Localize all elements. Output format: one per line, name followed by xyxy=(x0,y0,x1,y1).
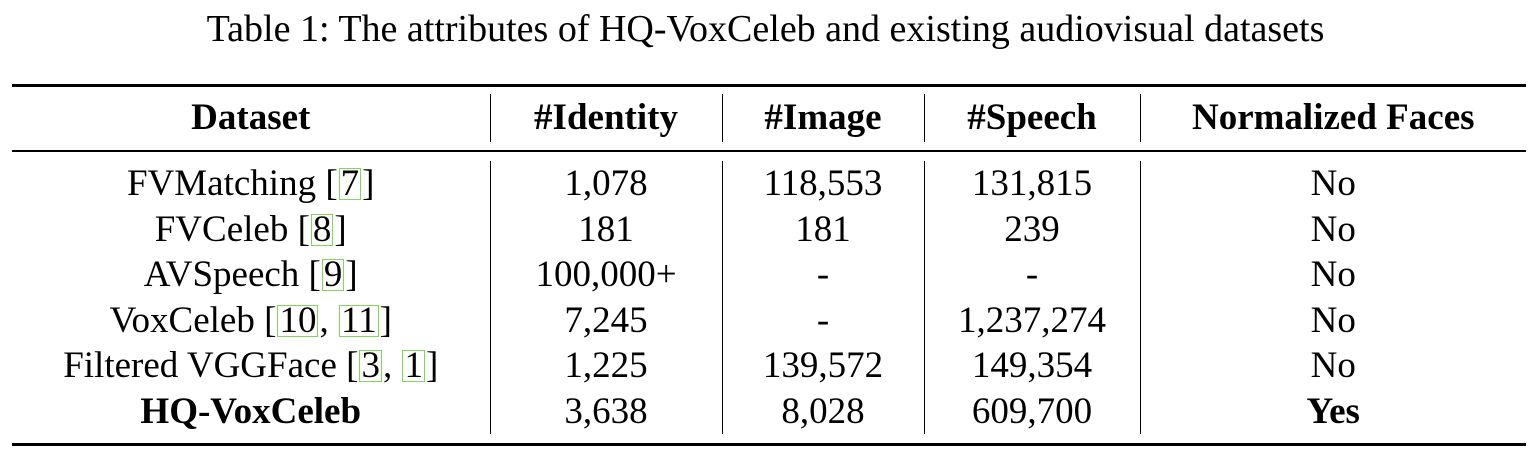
image-count-cell: 139,572 xyxy=(722,343,925,389)
speech-count-cell: 239 xyxy=(924,206,1141,252)
column-header-identity: #Identity xyxy=(490,94,723,142)
table-body: FVMatching [7] 1,078 118,553 131,815 No FVCel… xyxy=(12,161,1526,434)
normalized-faces-cell: No xyxy=(1310,254,1356,295)
bottom-rule xyxy=(12,443,1526,446)
speech-count-cell: 609,700 xyxy=(924,388,1141,434)
dataset-name: FVCeleb xyxy=(154,208,289,250)
image-count-cell: 181 xyxy=(722,206,925,252)
image-count-cell: 8,028 xyxy=(722,388,925,434)
normalized-faces-cell: No xyxy=(1310,208,1356,250)
citation-link[interactable]: 9 xyxy=(321,254,345,295)
column-header-speech: #Speech xyxy=(924,94,1141,142)
citation-link[interactable]: 1 xyxy=(402,345,425,386)
image-count-cell: 118,553 xyxy=(722,161,925,207)
speech-count-cell: 149,354 xyxy=(924,343,1141,389)
normalized-faces-cell: No xyxy=(1310,163,1356,204)
image-count-cell: - xyxy=(722,252,925,298)
column-header-dataset: Dataset xyxy=(12,94,491,142)
table-row: VoxCeleb [10, 11] 7,245-1,237,274 No xyxy=(12,297,1526,343)
table-caption: Table 1: The attributes of HQ-VoxCeleb a… xyxy=(206,8,1325,50)
identity-cell: 7,245 xyxy=(490,297,723,343)
identity-cell: 1,078 xyxy=(490,161,723,207)
citation-link[interactable]: 11 xyxy=(338,299,379,341)
dataset-name: FVMatching xyxy=(126,163,317,204)
dataset-name-cell: VoxCeleb [10, 11] xyxy=(12,297,491,343)
dataset-name-cell: FVMatching [7] xyxy=(12,161,491,207)
speech-count-cell: - xyxy=(924,252,1141,298)
dataset-name: Filtered VGGFace xyxy=(63,345,337,386)
image-count-cell: - xyxy=(722,297,925,343)
dataset-name-cell: FVCeleb [8] xyxy=(12,206,491,252)
normalized-faces-cell: No xyxy=(1310,345,1356,386)
identity-cell: 3,638 xyxy=(490,388,723,434)
citation-link[interactable]: 7 xyxy=(338,163,362,204)
table-row: FVCeleb [8] 181 181 239 No xyxy=(12,206,1526,252)
table-row: Filtered VGGFace [3, 1] 1,225 139,572 149,3… xyxy=(12,343,1526,389)
normalized-faces-cell: No xyxy=(1310,299,1356,341)
table-row: AVSpeech [9] 100,000+ - - No xyxy=(12,252,1526,298)
top-rule xyxy=(12,84,1526,87)
column-header-image: #Image xyxy=(722,94,925,142)
table-header: Dataset #Identity #Image #Speech Normali… xyxy=(12,94,1526,142)
dataset-name-cell: AVSpeech [9] xyxy=(12,252,491,298)
normalized-faces-cell: Yes xyxy=(1306,390,1360,432)
dataset-name-cell: HQ-VoxCeleb xyxy=(12,388,491,434)
citation-link[interactable]: 8 xyxy=(310,208,334,250)
column-header-normalized-faces: Normalized Faces xyxy=(1191,97,1475,138)
table-row: FVMatching [7] 1,078 118,553 131,815 No xyxy=(12,161,1526,207)
citation-link[interactable]: 10 xyxy=(277,299,319,341)
identity-cell: 181 xyxy=(490,206,723,252)
citation-link[interactable]: 3 xyxy=(359,345,382,386)
header-rule xyxy=(12,150,1526,152)
dataset-name: HQ-VoxCeleb xyxy=(140,390,362,432)
speech-count-cell: 131,815 xyxy=(924,161,1141,207)
table-row: HQ-VoxCeleb 3,638 8,028 609,700 Yes xyxy=(12,388,1526,434)
dataset-name-cell: Filtered VGGFace [3, 1] xyxy=(12,343,491,389)
dataset-name: VoxCeleb xyxy=(109,299,255,341)
identity-cell: 1,225 xyxy=(490,343,723,389)
identity-cell: 100,000+ xyxy=(490,252,723,298)
dataset-name: AVSpeech xyxy=(143,254,300,295)
speech-count-cell: 1,237,274 xyxy=(924,297,1141,343)
